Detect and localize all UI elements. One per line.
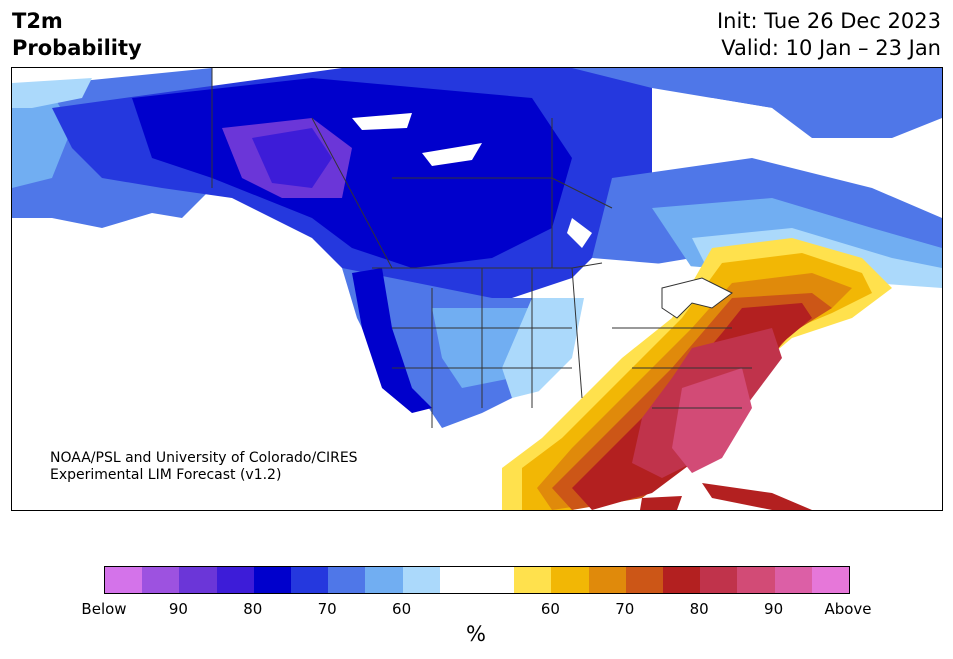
border-lines xyxy=(211,68,752,428)
canada-cold-core xyxy=(132,78,572,268)
colorbar-tick-label: 80 xyxy=(689,600,709,618)
date-info: Init: Tue 26 Dec 2023 Valid: 10 Jan – 23… xyxy=(717,8,941,62)
colorbar-segment xyxy=(105,567,143,593)
colorbar-segment xyxy=(774,567,812,593)
colorbar-segment xyxy=(477,567,515,593)
colorbar-segment xyxy=(216,567,254,593)
arctic-islands xyxy=(572,68,942,138)
colorbar-segment xyxy=(811,567,850,593)
colorbar-segment xyxy=(737,567,775,593)
colorbar-tick-label: 90 xyxy=(764,600,784,618)
colorbar-segment xyxy=(700,567,738,593)
colorbar-segment xyxy=(253,567,292,593)
init-date: Init: Tue 26 Dec 2023 xyxy=(716,9,941,33)
colorbar-tick-label: 70 xyxy=(317,600,337,618)
colorbar-unit: % xyxy=(466,622,486,646)
colorbar-tick-label: 80 xyxy=(243,600,263,618)
colorbar-segment xyxy=(625,567,664,593)
map-title: T2m Probability xyxy=(12,8,142,62)
lake-white-3 xyxy=(567,218,592,248)
valid-date: Valid: 10 Jan – 23 Jan xyxy=(721,36,941,60)
colorbar-tick-label: 60 xyxy=(540,600,560,618)
colorbar-segment xyxy=(328,567,366,593)
colorbar-tick-label: 90 xyxy=(168,600,188,618)
map-panel: NOAA/PSL and University of Colorado/CIRE… xyxy=(11,67,943,511)
colorbar-tick-label: Below xyxy=(81,600,127,618)
cuba xyxy=(702,483,812,510)
colorbar-segment xyxy=(588,567,626,593)
credit-text: NOAA/PSL and University of Colorado/CIRE… xyxy=(50,450,358,484)
credit-line-2: Experimental LIM Forecast (v1.2) xyxy=(50,467,282,483)
variable-label: T2m xyxy=(12,9,63,33)
colorbar-segment xyxy=(179,567,217,593)
lake-white-1 xyxy=(352,113,412,130)
colorbar-segment xyxy=(514,567,552,593)
colorbar-tick-label: 70 xyxy=(615,600,635,618)
subtitle-label: Probability xyxy=(12,36,142,60)
colorbar-segment xyxy=(663,567,701,593)
west-coast-deep xyxy=(352,268,432,413)
probability-map xyxy=(12,68,942,510)
great-lakes xyxy=(661,277,733,319)
colorbar-segment xyxy=(291,567,329,593)
caribbean-island xyxy=(640,496,682,510)
colorbar-segment xyxy=(551,567,589,593)
colorbar-segment xyxy=(142,567,180,593)
southeast-warm-7 xyxy=(672,368,752,473)
plains-light xyxy=(502,298,602,398)
colorbar-tick-label: Above xyxy=(824,600,872,618)
yukon-violet xyxy=(252,128,332,188)
bering-light xyxy=(12,78,92,108)
credit-line-1: NOAA/PSL and University of Colorado/CIRE… xyxy=(50,450,358,466)
lake-white-2 xyxy=(422,143,482,166)
greenland-white xyxy=(712,98,802,178)
colorbar-segment xyxy=(439,567,478,593)
colorbar-segment xyxy=(365,567,403,593)
colorbar xyxy=(104,566,850,594)
colorbar-tick-label: 60 xyxy=(392,600,412,618)
colorbar-segment xyxy=(402,567,440,593)
